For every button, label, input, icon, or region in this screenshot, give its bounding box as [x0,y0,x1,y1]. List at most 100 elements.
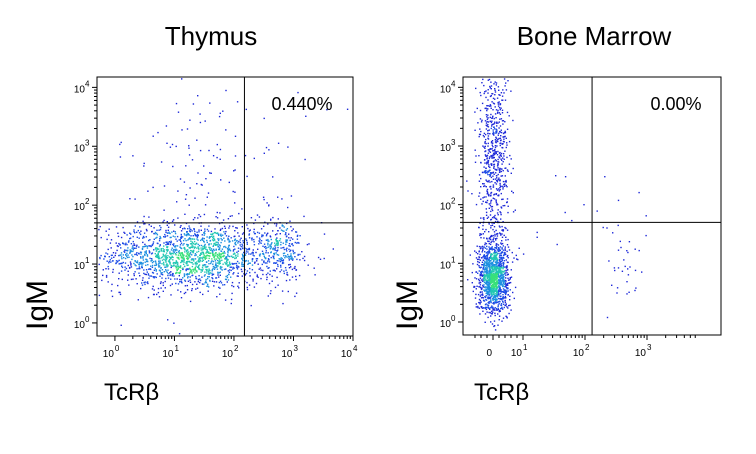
scatter-point [115,262,117,264]
scatter-point [484,265,486,267]
scatter-point [229,255,231,258]
scatter-point [483,171,486,173]
scatter-point [134,244,136,246]
scatter-point [187,233,190,235]
scatter-point [105,274,108,277]
scatter-point [194,243,196,245]
scatter-point [209,252,211,254]
scatter-point [248,284,251,286]
scatter-point [285,232,287,234]
scatter-point [119,156,122,158]
scatter-point [489,296,491,299]
scatter-point [617,199,620,202]
scatter-point [285,269,287,271]
scatter-point [486,277,488,279]
scatter-point [505,285,507,287]
scatter-point [165,264,167,266]
scatter-point [502,229,505,231]
scatter-point [497,244,500,246]
scatter-point [129,266,131,269]
scatter-point [268,255,270,257]
scatter-point [295,275,297,278]
scatter-point [203,245,206,248]
scatter-point [134,225,136,227]
scatter-point [498,309,501,312]
scatter-point [174,231,176,233]
scatter-point [242,255,244,257]
scatter-point [232,249,235,251]
scatter-point [217,265,219,267]
scatter-point [494,258,497,261]
scatter-point [485,169,487,172]
scatter-point [491,157,493,159]
x-axis-label-bone-marrow: TcRβ [474,379,529,406]
scatter-point [488,78,491,81]
scatter-point [507,246,510,248]
scatter-point [240,237,242,239]
scatter-point [119,262,121,265]
scatter-point [171,273,173,276]
scatter-point [197,260,199,262]
scatter-point [500,280,502,282]
scatter-point [278,260,280,262]
scatter-point [136,262,139,264]
scatter-point [177,265,179,268]
scatter-point [291,257,293,259]
scatter-point [185,269,187,272]
scatter-point [191,250,193,252]
scatter-point [508,304,510,307]
scatter-point [500,107,502,109]
scatter-point [243,251,245,254]
scatter-point [237,265,239,268]
scatter-point [142,220,144,222]
scatter-point [162,290,164,292]
scatter-point [250,253,252,255]
scatter-point [491,101,493,103]
scatter-point [491,140,494,142]
scatter-point [504,290,507,292]
scatter-point [208,255,210,257]
scatter-point [218,259,221,261]
scatter-point [288,257,290,259]
scatter-point [200,183,202,186]
scatter-point [296,234,299,237]
scatter-point [481,251,483,253]
scatter-point [270,290,272,292]
scatter-point [192,238,194,240]
scatter-point [211,272,213,274]
scatter-point [483,262,486,264]
x-tick-label: 10 [635,348,647,359]
scatter-point [485,308,488,311]
scatter-point [212,248,215,250]
scatter-point [506,186,508,188]
scatter-point [180,278,183,281]
scatter-point [167,229,169,231]
scatter-point [499,261,501,264]
scatter-point [490,154,492,157]
scatter-point [291,259,294,261]
scatter-point [505,303,507,305]
scatter-point [479,302,481,304]
scatter-point [195,288,197,290]
scatter-point [179,278,181,281]
scatter-point [280,241,282,244]
scatter-point [502,120,505,122]
scatter-point [292,251,294,253]
scatter-point [265,235,268,237]
scatter-point [263,225,265,227]
scatter-point [184,279,186,281]
scatter-point [206,228,209,231]
scatter-point [246,288,249,291]
scatter-point [494,277,496,279]
scatter-point [195,265,197,267]
y-tick-exponent: 4 [451,79,456,88]
scatter-point [252,280,254,282]
scatter-point [217,262,219,264]
scatter-point [504,300,506,302]
scatter-point [175,245,177,247]
scatter-point [229,262,231,265]
scatter-point [488,242,490,245]
scatter-point [490,287,492,289]
scatter-point [139,267,141,270]
scatter-point [173,244,175,247]
